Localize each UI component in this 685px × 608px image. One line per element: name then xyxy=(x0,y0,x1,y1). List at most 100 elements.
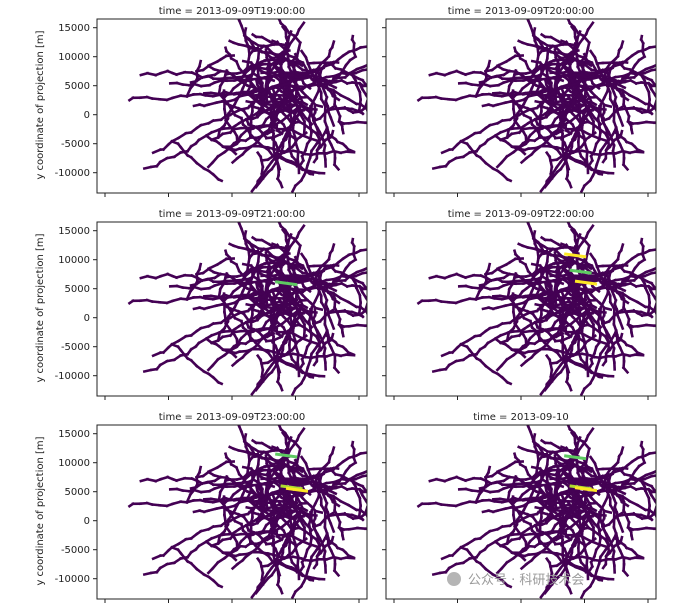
river-segment xyxy=(602,292,610,303)
river-segment xyxy=(677,329,684,332)
river-segment xyxy=(658,127,659,131)
river-segment xyxy=(498,294,510,299)
river-segment xyxy=(680,59,685,62)
river-segment xyxy=(658,100,664,105)
river-segment xyxy=(545,375,554,386)
river-segment xyxy=(209,91,221,96)
river-segment xyxy=(532,230,537,238)
river-segment xyxy=(597,172,604,176)
river-segment xyxy=(539,182,549,193)
river-segment xyxy=(488,324,500,330)
river-segment xyxy=(680,123,685,125)
river-segment xyxy=(662,84,664,91)
river-segment xyxy=(654,300,656,306)
river-segment xyxy=(281,290,291,301)
river-segment xyxy=(660,359,663,367)
y-tick-label: -10000 xyxy=(55,371,90,382)
river-segment xyxy=(280,228,288,236)
river-segment xyxy=(275,40,286,51)
river-segment xyxy=(654,68,656,72)
river-segment xyxy=(658,63,665,65)
river-segment xyxy=(488,83,500,88)
river-segment xyxy=(488,121,500,127)
river-segment xyxy=(505,353,516,362)
river-segment xyxy=(206,304,218,310)
river-segment xyxy=(619,243,625,252)
river-segment xyxy=(332,60,340,65)
river-segment xyxy=(635,300,648,309)
river-segment xyxy=(286,95,297,105)
river-segment xyxy=(216,177,224,183)
river-segment xyxy=(648,248,656,252)
river-segment xyxy=(348,323,359,328)
river-segment xyxy=(319,61,329,72)
river-segment xyxy=(674,115,679,120)
river-segment xyxy=(269,273,281,282)
river-segment xyxy=(278,181,284,189)
river-segment xyxy=(659,289,662,290)
river-segment xyxy=(377,65,385,66)
river-segment xyxy=(564,159,571,171)
river-segment xyxy=(278,60,284,72)
river-segment xyxy=(365,97,367,103)
river-segment xyxy=(558,273,570,282)
river-segment xyxy=(594,272,606,282)
river-segment xyxy=(512,46,518,53)
river-segment xyxy=(297,21,306,32)
river-segment xyxy=(332,263,340,268)
river-segment xyxy=(369,318,370,322)
river-segment xyxy=(570,290,580,301)
river-segment xyxy=(512,271,518,280)
river-segment xyxy=(483,364,495,374)
river-segment xyxy=(542,265,553,273)
river-segment xyxy=(659,148,660,156)
river-segment xyxy=(545,270,557,278)
panel: time = 2013-09-09T19:00:00 15000 10000 5000… xyxy=(55,6,386,197)
river-segment xyxy=(380,88,386,91)
river-segment xyxy=(350,34,355,42)
river-segment xyxy=(564,128,573,136)
active-segment xyxy=(569,268,592,275)
river-segment xyxy=(223,68,229,77)
river-segment xyxy=(371,316,375,320)
river-segment xyxy=(578,94,588,99)
river-segment xyxy=(309,344,319,356)
river-segment xyxy=(586,61,593,68)
river-segment xyxy=(537,335,547,345)
river-segment xyxy=(369,303,375,308)
river-segment xyxy=(377,120,384,122)
river-segment xyxy=(616,285,627,293)
river-segment xyxy=(300,133,312,140)
river-segment xyxy=(381,78,385,81)
river-segment xyxy=(297,264,304,271)
river-segment xyxy=(659,351,660,359)
river-segment xyxy=(328,115,336,128)
river-segment xyxy=(496,262,509,270)
river-network xyxy=(416,222,684,396)
river-segment xyxy=(308,375,315,379)
y-tick-label: 15000 xyxy=(58,226,90,237)
y-tick-label: 0 xyxy=(84,313,90,324)
river-segment xyxy=(275,362,282,374)
river-segment xyxy=(463,273,476,280)
river-segment xyxy=(296,352,300,364)
river-segment xyxy=(255,150,263,159)
river-segment xyxy=(669,88,675,91)
river-segment xyxy=(373,269,377,270)
river-segment xyxy=(199,83,211,88)
river-segment xyxy=(269,70,281,79)
river-segment xyxy=(261,368,270,380)
y-tick-label: 15000 xyxy=(58,23,90,34)
river-segment xyxy=(248,132,258,142)
river-segment xyxy=(669,313,674,318)
river-segment xyxy=(377,268,385,269)
river-segment xyxy=(655,300,656,302)
river-segment xyxy=(374,117,377,120)
river-segment xyxy=(567,284,579,291)
river-segment xyxy=(223,200,227,206)
river-segment xyxy=(299,278,311,284)
river-segment xyxy=(560,350,566,362)
river-segment xyxy=(293,265,305,275)
river-segment xyxy=(272,291,280,300)
river-segment xyxy=(286,29,293,40)
